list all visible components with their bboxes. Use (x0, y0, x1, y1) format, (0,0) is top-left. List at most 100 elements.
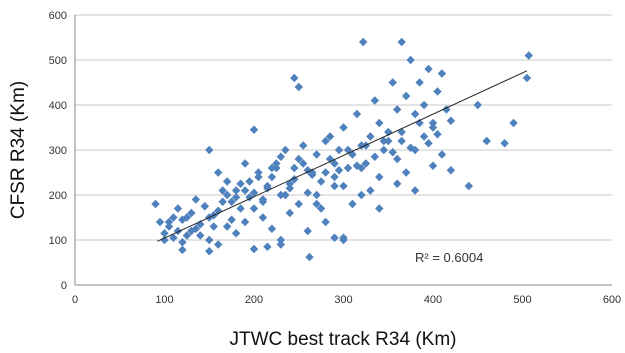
data-point (218, 197, 227, 206)
data-point (316, 177, 326, 186)
data-point (482, 136, 491, 146)
data-point (312, 190, 321, 200)
x-tick-labels: 0 100 200 300 400 500 600 (72, 294, 621, 306)
data-point (330, 172, 339, 182)
data-point (305, 252, 314, 262)
data-point (299, 159, 308, 168)
data-point (173, 204, 183, 213)
data-point (334, 166, 344, 175)
data-point (410, 186, 420, 195)
data-point (222, 222, 232, 231)
data-point (321, 168, 330, 177)
data-point (348, 199, 357, 209)
x-tick-label: 0 (72, 294, 78, 306)
data-point (428, 161, 438, 170)
data-point (285, 184, 294, 193)
data-point (352, 161, 362, 170)
data-point (187, 208, 196, 218)
data-point (370, 96, 380, 105)
data-point (164, 217, 174, 227)
data-point (339, 123, 348, 132)
data-point (249, 204, 259, 213)
data-point (397, 37, 406, 47)
axes (74, 15, 612, 286)
data-point (240, 159, 250, 168)
data-point (231, 186, 241, 195)
data-point (178, 245, 187, 255)
data-point (294, 199, 303, 209)
data-point (231, 229, 241, 238)
data-point (214, 240, 223, 249)
data-point (366, 186, 375, 195)
data-point (227, 197, 236, 206)
data-point (151, 199, 160, 209)
data-point (267, 172, 277, 182)
data-point (312, 150, 321, 159)
data-point (276, 152, 286, 161)
data-point (236, 179, 245, 188)
data-point (182, 213, 192, 222)
data-point (281, 145, 290, 155)
x-axis-title: JTWC best track R34 (Km) (230, 329, 457, 350)
data-point (424, 64, 433, 74)
grid-lines (75, 14, 612, 241)
data-point (433, 130, 442, 139)
y-tick-label: 500 (49, 55, 67, 67)
r-squared-annotation: R² = 0.6004 (415, 250, 483, 265)
data-point (437, 69, 447, 78)
data-point (294, 82, 303, 92)
data-point (410, 109, 420, 119)
data-point (437, 150, 447, 159)
data-point (258, 213, 268, 222)
data-point (303, 188, 312, 197)
data-point (361, 159, 371, 168)
data-point (352, 109, 362, 119)
data-point (379, 136, 388, 146)
x-tick-label: 300 (334, 294, 352, 306)
data-point (375, 118, 384, 128)
data-point (401, 168, 411, 177)
data-point (401, 91, 411, 101)
data-point (357, 141, 366, 150)
data-point (245, 177, 254, 186)
data-point (397, 136, 406, 146)
data-point (267, 163, 277, 173)
data-point (384, 127, 393, 137)
x-tick-label: 500 (513, 294, 531, 306)
data-point (316, 204, 326, 213)
data-point (375, 172, 384, 182)
data-point (419, 100, 429, 110)
data-point (182, 231, 192, 240)
data-point (227, 215, 236, 224)
data-point (263, 184, 272, 193)
data-point (464, 181, 473, 191)
data-point (321, 136, 330, 146)
data-point (240, 186, 250, 195)
data-point (500, 139, 509, 148)
data-point (522, 73, 532, 83)
data-point (321, 217, 330, 227)
data-point (290, 163, 299, 173)
data-point (357, 190, 366, 200)
data-point (249, 244, 259, 254)
data-point (222, 190, 232, 200)
data-point (222, 177, 232, 186)
data-point (272, 159, 281, 168)
data-point (393, 154, 402, 164)
data-point (312, 199, 321, 209)
data-point (325, 132, 335, 141)
data-point (231, 193, 241, 202)
data-point (393, 179, 402, 188)
data-point (205, 247, 214, 256)
y-tick-label: 400 (49, 100, 67, 112)
data-point (433, 87, 442, 96)
data-point (276, 240, 286, 249)
data-point (290, 73, 299, 83)
data-point (169, 233, 178, 242)
data-point (446, 116, 456, 125)
data-point (406, 143, 415, 152)
data-point (240, 217, 250, 227)
data-point (191, 195, 201, 204)
x-tick-label: 100 (155, 294, 173, 306)
